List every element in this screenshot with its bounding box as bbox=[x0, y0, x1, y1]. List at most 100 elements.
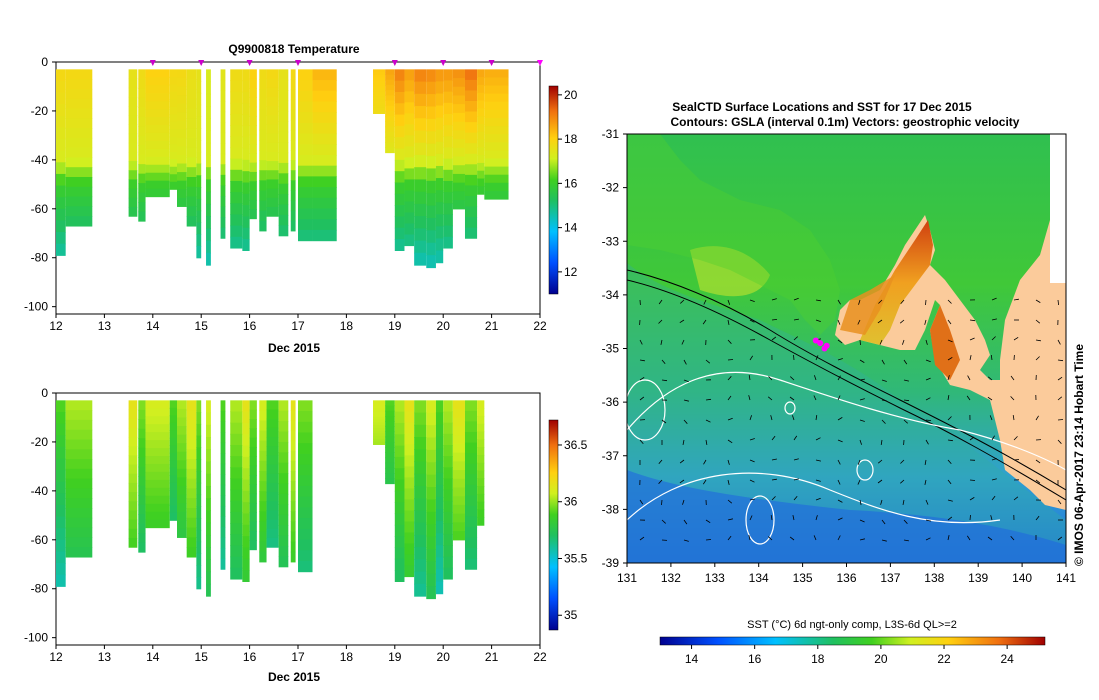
profile-cell bbox=[242, 227, 250, 240]
profile-cell bbox=[249, 115, 257, 126]
profile-cell bbox=[443, 523, 453, 535]
profile-cell bbox=[484, 126, 509, 135]
profile-cell bbox=[443, 567, 453, 580]
profile-cell bbox=[266, 106, 279, 116]
x-tick-label: 22 bbox=[533, 319, 547, 333]
profile-cell bbox=[404, 234, 415, 247]
profile-cell bbox=[452, 182, 465, 192]
profile-cell bbox=[464, 558, 478, 570]
profile-cell bbox=[443, 511, 453, 524]
velocity-vector bbox=[837, 299, 841, 305]
profile-cell bbox=[169, 106, 177, 115]
profile-cell bbox=[169, 166, 177, 175]
profile-cell bbox=[186, 478, 197, 490]
surface-marker bbox=[198, 60, 205, 66]
velocity-vector bbox=[881, 359, 885, 365]
profile-cell bbox=[242, 456, 250, 469]
profile-cell bbox=[373, 422, 386, 426]
profile-cell bbox=[266, 133, 279, 144]
profile-cell bbox=[128, 170, 138, 181]
profile-cell bbox=[452, 400, 465, 410]
profile-cell bbox=[414, 142, 427, 156]
profile-cell bbox=[373, 441, 386, 445]
profile-cell bbox=[242, 445, 250, 458]
profile-cell bbox=[452, 461, 465, 471]
profile-cell bbox=[278, 400, 289, 412]
profile-cell bbox=[230, 69, 243, 82]
velocity-vector bbox=[727, 319, 730, 325]
velocity-vector bbox=[858, 299, 861, 305]
velocity-vector bbox=[683, 399, 689, 402]
profile-cell bbox=[373, 416, 386, 421]
profile-cell bbox=[290, 450, 296, 462]
colorbar-tick-label: 36 bbox=[564, 495, 578, 509]
profile-cell bbox=[404, 168, 415, 181]
profile-cell bbox=[242, 182, 250, 195]
profile-cell bbox=[312, 219, 337, 231]
profile-cell bbox=[242, 547, 250, 560]
velocity-vector bbox=[947, 395, 950, 401]
profile-cell bbox=[196, 529, 202, 543]
profile-cell bbox=[290, 541, 296, 553]
profile-cell bbox=[206, 522, 211, 536]
profile-cell bbox=[259, 521, 267, 533]
profile-cell bbox=[242, 490, 250, 503]
x-tick-label: 12 bbox=[49, 319, 63, 333]
map-x-tick-label: 139 bbox=[968, 571, 988, 585]
temperature-profiles bbox=[56, 69, 509, 269]
profile-cell bbox=[230, 80, 243, 93]
profile-cell bbox=[220, 79, 226, 92]
profile-cell bbox=[464, 484, 478, 496]
profile-cell bbox=[259, 99, 267, 111]
profile-cell bbox=[56, 208, 66, 222]
profile-cell bbox=[484, 182, 509, 192]
profile-cell bbox=[186, 167, 197, 178]
velocity-vector bbox=[857, 459, 861, 465]
surface-marker bbox=[440, 60, 447, 66]
x-tick-label: 18 bbox=[340, 319, 354, 333]
profile-cell bbox=[196, 245, 202, 259]
profile-cell bbox=[138, 419, 146, 430]
profile-cell bbox=[443, 102, 453, 115]
profile-cell bbox=[452, 496, 465, 506]
velocity-vector bbox=[989, 415, 993, 421]
velocity-vector bbox=[947, 416, 952, 421]
profile-cell bbox=[138, 457, 146, 468]
temperature-title: Q9900818 Temperature bbox=[228, 42, 360, 56]
velocity-vector bbox=[727, 479, 730, 485]
profile-cell bbox=[443, 113, 453, 126]
x-tick-label: 12 bbox=[49, 650, 63, 664]
velocity-vector bbox=[661, 419, 667, 424]
profile-cell bbox=[373, 99, 386, 103]
profile-cell bbox=[177, 477, 187, 487]
salinity-xlabel: Dec 2015 bbox=[268, 670, 320, 684]
profile-cell bbox=[394, 227, 405, 240]
profile-cell bbox=[298, 475, 313, 487]
profile-cell bbox=[298, 133, 313, 145]
profile-cell bbox=[206, 179, 211, 193]
profile-cell bbox=[477, 131, 485, 141]
x-tick-label: 22 bbox=[533, 650, 547, 664]
profile-cell bbox=[145, 440, 170, 449]
velocity-vector bbox=[703, 299, 707, 305]
profile-cell bbox=[278, 556, 289, 568]
profile-cell bbox=[477, 147, 485, 156]
profile-cell bbox=[266, 78, 279, 89]
profile-cell bbox=[443, 225, 453, 238]
profile-cell bbox=[145, 125, 170, 134]
profile-cell bbox=[169, 437, 177, 446]
profile-cell bbox=[259, 109, 267, 121]
profile-cell bbox=[443, 80, 453, 93]
profile-cell bbox=[177, 172, 187, 182]
profile-cell bbox=[414, 191, 427, 205]
profile-cell bbox=[312, 229, 337, 242]
surface-marker bbox=[246, 60, 253, 66]
profile-cell bbox=[196, 506, 202, 519]
velocity-vector bbox=[727, 535, 732, 541]
map-x-tick-label: 131 bbox=[617, 571, 637, 585]
velocity-vector bbox=[792, 515, 795, 521]
profile-cell bbox=[220, 495, 226, 507]
profile-cell bbox=[452, 156, 465, 166]
profile-cell bbox=[443, 400, 453, 413]
profile-cell bbox=[404, 201, 415, 214]
